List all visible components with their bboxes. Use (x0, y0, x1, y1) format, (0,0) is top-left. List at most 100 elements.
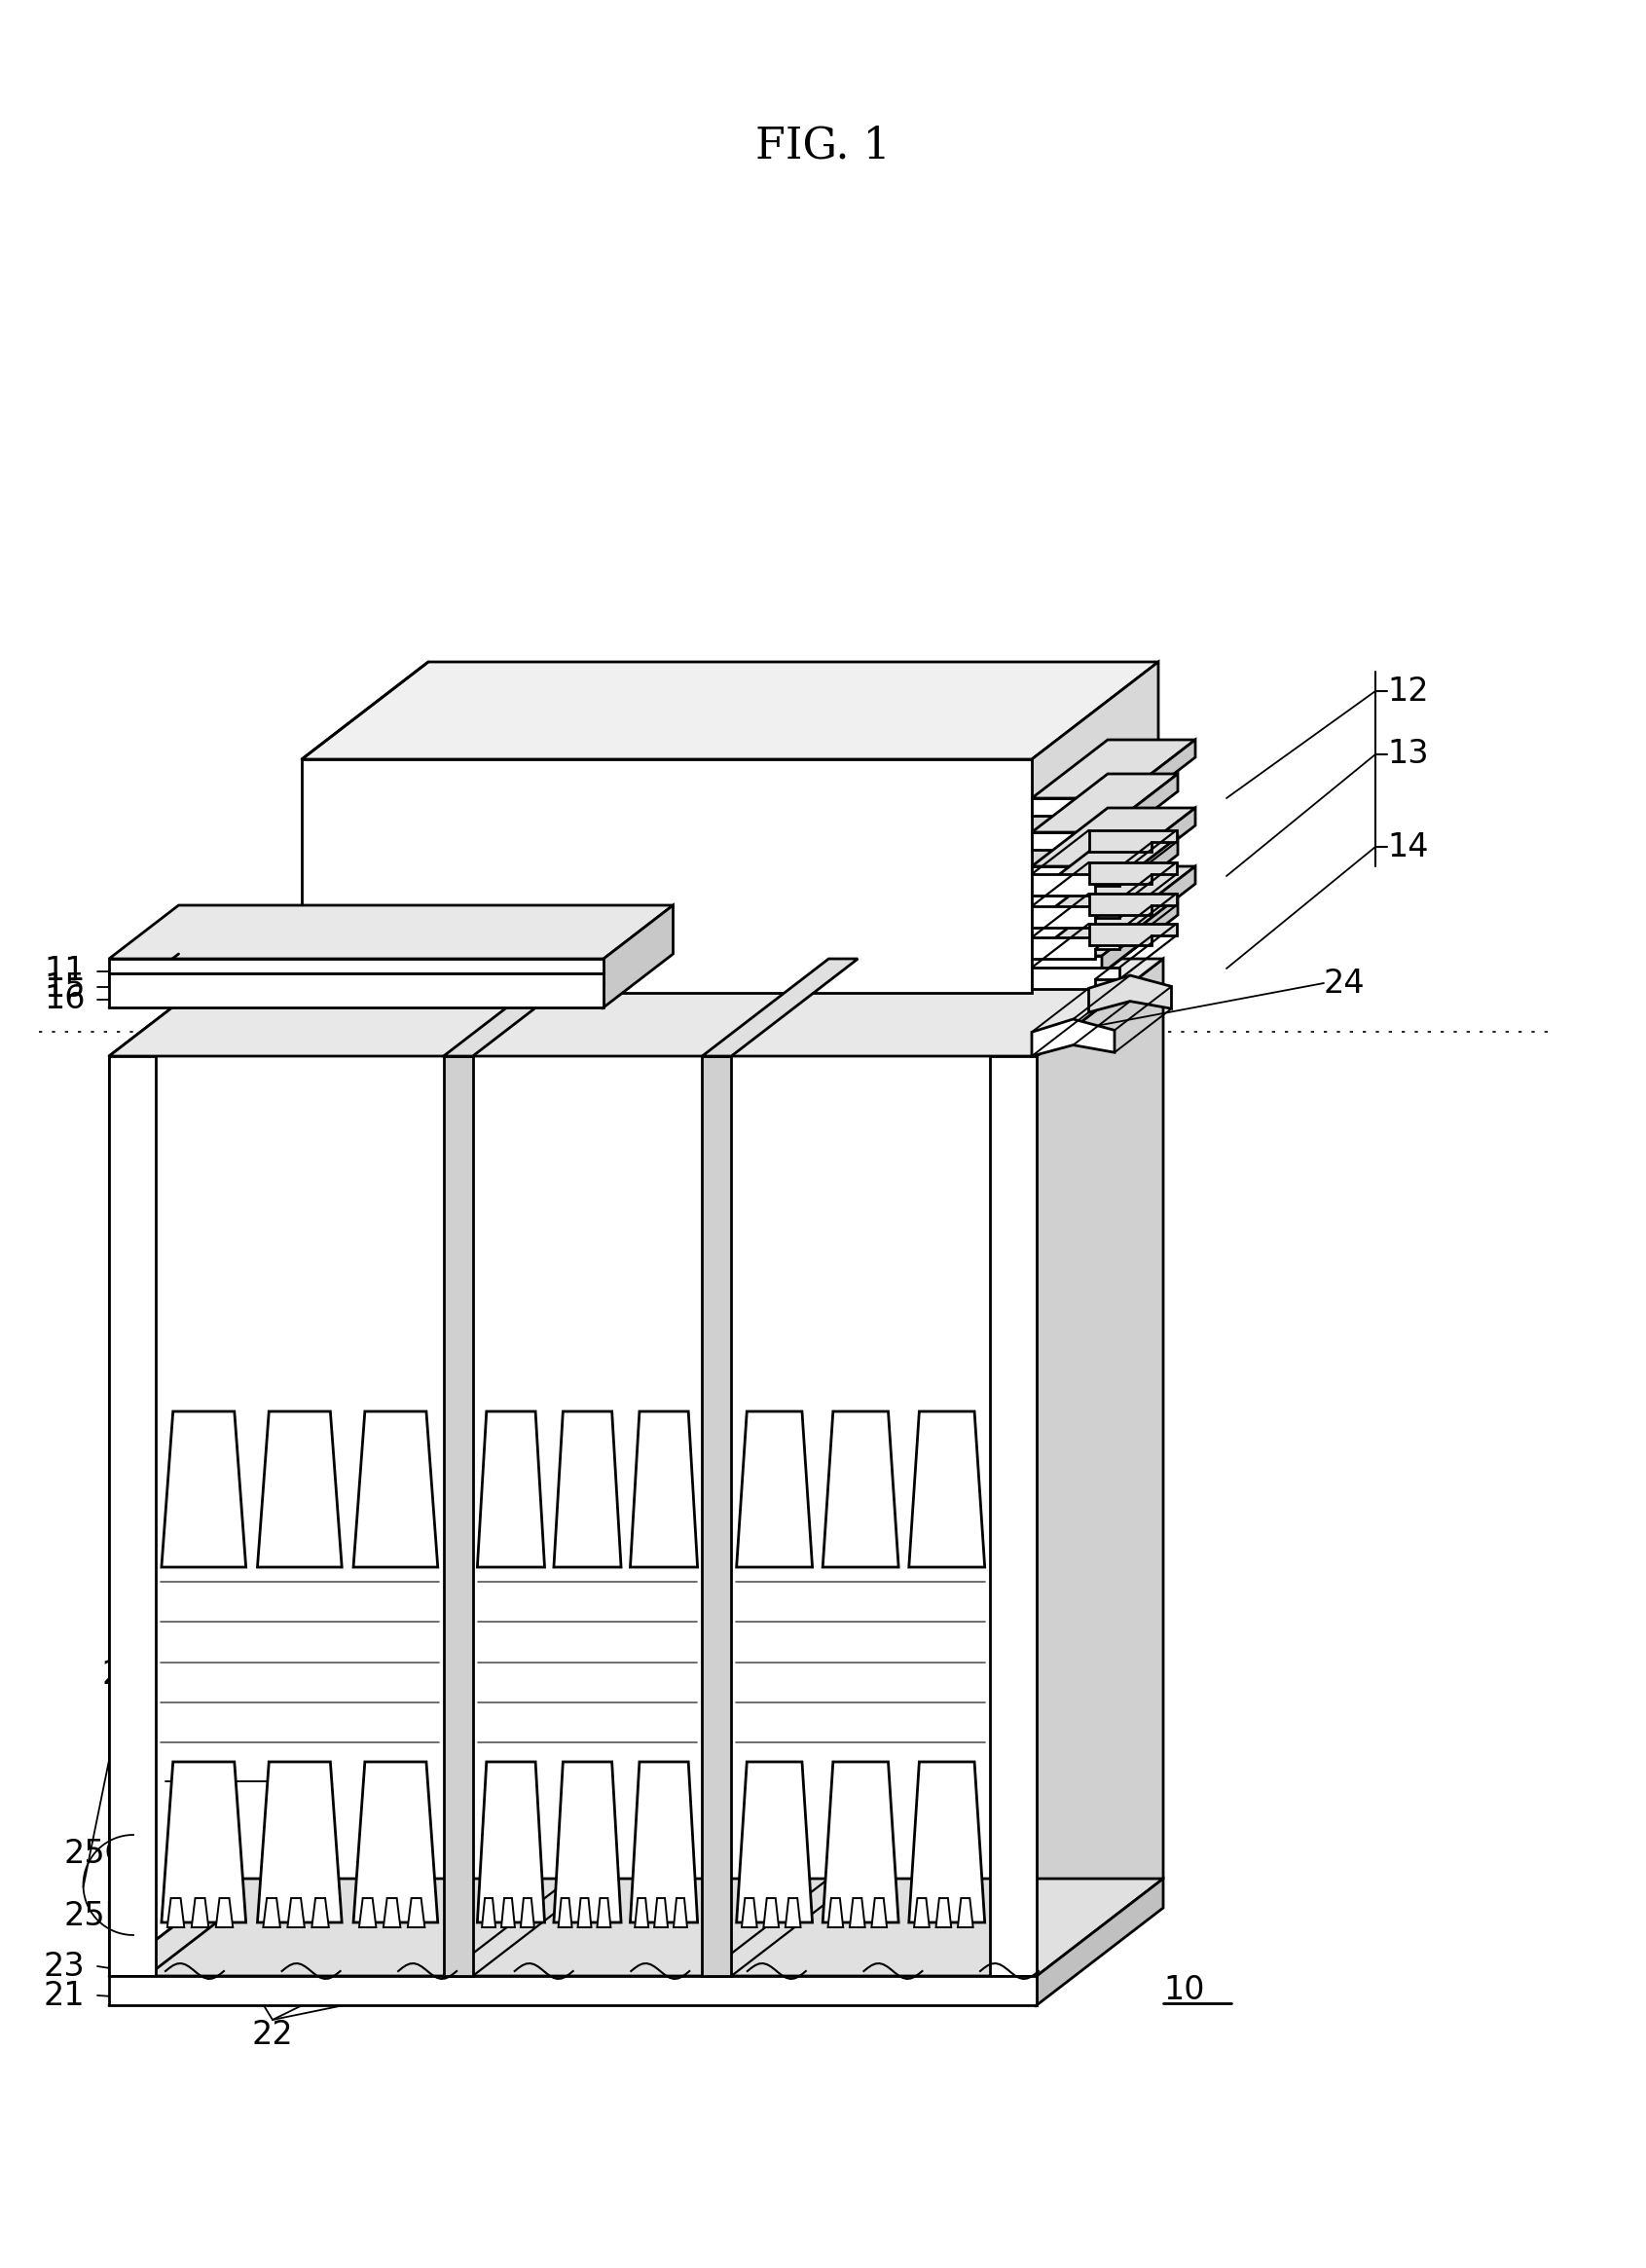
Polygon shape (1032, 925, 1119, 941)
Polygon shape (1032, 898, 1179, 955)
Text: 13: 13 (1388, 739, 1429, 771)
Polygon shape (1032, 798, 1119, 816)
Polygon shape (502, 1898, 515, 1928)
Polygon shape (443, 959, 599, 1057)
Text: 12: 12 (1388, 676, 1429, 708)
Polygon shape (354, 1411, 438, 1567)
Polygon shape (871, 1898, 887, 1928)
Polygon shape (1032, 866, 1119, 885)
Polygon shape (109, 1057, 156, 1975)
Polygon shape (109, 959, 604, 987)
Polygon shape (553, 1762, 621, 1923)
Polygon shape (477, 1411, 545, 1567)
Polygon shape (1032, 873, 1119, 896)
Polygon shape (1032, 968, 1119, 989)
Polygon shape (482, 1898, 495, 1928)
Polygon shape (764, 1898, 779, 1928)
Polygon shape (1088, 923, 1177, 946)
Polygon shape (408, 1898, 425, 1928)
Text: 16: 16 (44, 982, 86, 1016)
Polygon shape (1088, 975, 1172, 1012)
Polygon shape (736, 1411, 813, 1567)
Polygon shape (1032, 832, 1101, 850)
Polygon shape (742, 1898, 757, 1928)
Text: 25B: 25B (273, 1765, 336, 1796)
Polygon shape (1032, 866, 1195, 925)
Polygon shape (604, 905, 673, 1007)
Polygon shape (1037, 1878, 1164, 2005)
Text: 10: 10 (1164, 1975, 1205, 2007)
Polygon shape (1119, 739, 1195, 816)
Polygon shape (785, 1898, 800, 1928)
Polygon shape (263, 1898, 280, 1928)
Text: 25G: 25G (63, 1839, 130, 1871)
Polygon shape (558, 1898, 571, 1928)
Polygon shape (257, 1762, 342, 1923)
Polygon shape (635, 1898, 649, 1928)
Polygon shape (578, 1898, 591, 1928)
Polygon shape (1032, 955, 1101, 973)
Polygon shape (520, 1898, 535, 1928)
Polygon shape (359, 1898, 377, 1928)
Polygon shape (1032, 739, 1195, 798)
Polygon shape (653, 1898, 668, 1928)
Text: FIG. 1: FIG. 1 (756, 125, 890, 168)
Polygon shape (109, 905, 673, 959)
Polygon shape (168, 1898, 184, 1928)
Polygon shape (109, 959, 1164, 1057)
Polygon shape (1032, 807, 1195, 866)
Polygon shape (1032, 937, 1119, 959)
Text: 21: 21 (44, 1980, 86, 2012)
Polygon shape (1119, 807, 1195, 885)
Polygon shape (1101, 837, 1179, 914)
Polygon shape (1119, 866, 1195, 941)
Polygon shape (823, 1762, 899, 1923)
Polygon shape (109, 973, 604, 987)
Text: 15: 15 (44, 971, 86, 1002)
Polygon shape (989, 1057, 1037, 1975)
Polygon shape (1032, 1018, 1114, 1057)
Text: 23: 23 (44, 1950, 86, 1982)
Polygon shape (823, 1411, 899, 1567)
Polygon shape (1088, 830, 1177, 853)
Polygon shape (109, 973, 604, 1007)
Polygon shape (288, 1898, 305, 1928)
Polygon shape (477, 1762, 545, 1923)
Polygon shape (703, 1057, 731, 1975)
Polygon shape (311, 1898, 329, 1928)
Polygon shape (354, 1762, 438, 1923)
Polygon shape (161, 1411, 245, 1567)
Polygon shape (1032, 773, 1179, 832)
Polygon shape (937, 1898, 951, 1928)
Polygon shape (673, 1898, 686, 1928)
Polygon shape (1101, 898, 1179, 973)
Polygon shape (1037, 959, 1164, 1975)
Polygon shape (109, 1878, 1164, 1975)
Polygon shape (109, 1975, 1037, 2005)
Polygon shape (301, 760, 1032, 993)
Polygon shape (1032, 896, 1101, 914)
Polygon shape (443, 1057, 472, 1975)
Text: 22: 22 (252, 2019, 293, 2050)
Polygon shape (161, 1762, 245, 1923)
Text: 14: 14 (1388, 830, 1429, 862)
Polygon shape (914, 1898, 930, 1928)
Text: 25: 25 (102, 1658, 143, 1690)
Polygon shape (1032, 907, 1119, 928)
Polygon shape (736, 1762, 813, 1923)
Polygon shape (1101, 773, 1179, 850)
Polygon shape (216, 1898, 232, 1928)
Polygon shape (257, 1411, 342, 1567)
Text: 24: 24 (1323, 966, 1365, 1000)
Polygon shape (597, 1898, 611, 1928)
Polygon shape (909, 1411, 984, 1567)
Polygon shape (1032, 662, 1159, 993)
Polygon shape (630, 1411, 698, 1567)
Polygon shape (849, 1898, 866, 1928)
Polygon shape (828, 1898, 843, 1928)
Polygon shape (553, 1411, 621, 1567)
Text: 25R: 25R (63, 1901, 127, 1932)
Polygon shape (1032, 837, 1179, 896)
Polygon shape (384, 1898, 400, 1928)
Polygon shape (191, 1898, 209, 1928)
